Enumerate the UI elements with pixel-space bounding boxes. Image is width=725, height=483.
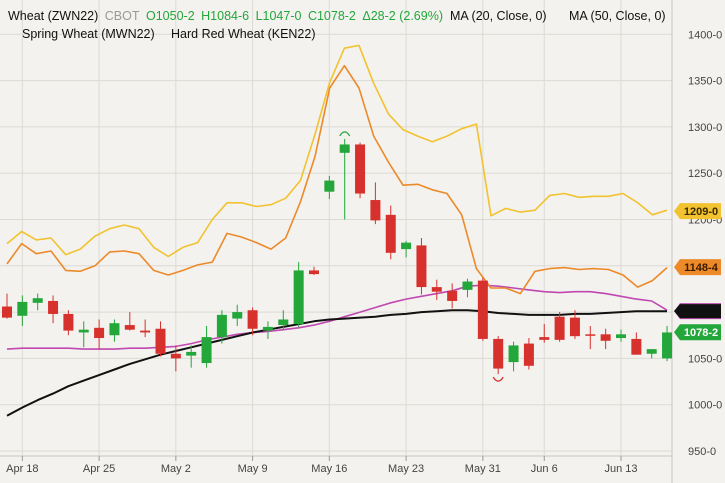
candle-down [523,343,534,366]
candle-down [370,200,381,221]
y-tick-label: 1350-0 [688,76,722,88]
spring-wheat-legend[interactable]: Spring Wheat (MWN22) [22,27,155,41]
high-value: H1084-6 [201,9,250,23]
ma50-badge [674,304,721,319]
price-badge-label: 1209-0 [684,206,718,218]
x-tick-label: Apr 25 [83,463,115,475]
y-tick-label: 1250-0 [688,168,722,180]
candle-up [186,351,197,356]
y-tick-label: 950-0 [688,446,716,458]
close-value: C1078-2 [307,9,356,23]
price-badge-label: 1148-4 [684,262,719,274]
candle-down [170,353,181,359]
candle-up [324,180,335,192]
candle-up [17,301,28,316]
candle-up [401,242,412,250]
candle-down [48,300,59,314]
candle-down [309,270,319,275]
candle-up [508,345,519,363]
x-tick-label: May 2 [161,463,191,475]
candle-up [78,329,89,333]
candle-up [216,314,227,338]
candle-down [539,337,550,340]
candle-up [662,332,673,359]
candle-up [339,144,350,153]
candle-up [32,298,43,303]
candle-up [109,323,120,336]
header-row-1: Wheat (ZWN22) CBOT O1050-2 H1084-6 L1047… [8,9,446,23]
swing-high-marker [339,131,351,137]
candle-down [124,325,135,330]
y-tick-label: 1050-0 [688,353,722,365]
price-badge-label: 1078-2 [684,327,718,339]
candle-up [262,326,273,331]
hard-red-wheat-legend[interactable]: Hard Red Wheat (KEN22) [171,27,316,41]
candle-down [140,330,151,333]
y-tick-label: 1300-0 [688,122,722,134]
candle-down [94,327,105,339]
open-value: O1050-2 [146,9,195,23]
candle-down [431,287,442,292]
x-tick-label: May 9 [238,463,268,475]
candle-up [646,349,657,354]
candle-down [477,280,488,339]
exchange-label: CBOT [104,9,140,23]
x-tick-label: Jun 13 [604,463,637,475]
ma20-legend[interactable]: MA (20, Close, 0) [450,9,547,23]
price-badge [674,324,721,341]
candle-down [2,306,12,318]
ma50-line [6,309,667,417]
price-badge [674,259,721,276]
y-tick-label: 1000-0 [688,400,722,412]
candle-down [155,328,166,354]
x-tick-label: May 31 [465,463,501,475]
x-tick-label: Apr 18 [6,463,38,475]
candle-up [616,334,626,339]
x-tick-label: Jun 6 [531,463,558,475]
candle-down [447,290,458,301]
change-value: Δ28-2 (2.69%) [362,9,443,23]
x-tick-label: May 16 [311,463,347,475]
low-value: L1047-0 [255,9,302,23]
candle-up [278,319,289,326]
candle-down [631,338,642,355]
candle-down [493,338,504,369]
candle-down [554,316,565,340]
candle-down [600,334,611,341]
candle-up [232,312,243,319]
price-badge [674,203,721,220]
x-tick-label: May 23 [388,463,424,475]
candle-up [201,337,212,364]
candle-down [416,245,427,288]
hard-red-wheat-line [6,64,668,295]
candle-down [247,310,258,329]
swing-low-marker [492,376,504,382]
y-tick-label: 1400-0 [688,29,722,41]
spring-wheat-line [6,44,668,258]
candle-down [585,334,596,336]
ma50-legend[interactable]: MA (50, Close, 0) [569,9,666,23]
ma20-line [6,284,668,350]
symbol-label: Wheat (ZWN22) [8,9,99,23]
candle-up [293,270,304,325]
candle-down [569,317,580,337]
candle-down [355,144,366,194]
candle-up [462,281,473,290]
candle-down [63,313,74,331]
candle-down [385,214,396,253]
